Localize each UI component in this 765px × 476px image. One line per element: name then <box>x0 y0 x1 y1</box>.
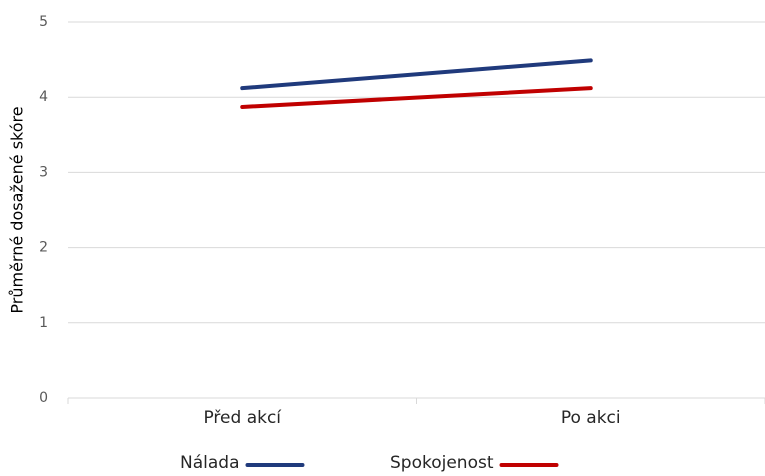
x-tick-label: Po akci <box>561 408 621 428</box>
y-axis-label: Průměrné dosažené skóre <box>8 106 27 313</box>
legend-label: Spokojenost <box>390 453 494 473</box>
series-line <box>240 58 593 91</box>
legend-label: Nálada <box>180 453 239 473</box>
y-tick-label: 4 <box>39 89 48 105</box>
y-tick-label: 5 <box>39 14 48 30</box>
series-line <box>240 86 593 109</box>
y-tick-label: 3 <box>39 164 48 180</box>
y-tick-label: 0 <box>39 390 48 406</box>
x-tick-label: Před akcí <box>203 408 282 428</box>
y-tick-label: 1 <box>39 315 48 331</box>
y-tick-label: 2 <box>39 240 48 256</box>
